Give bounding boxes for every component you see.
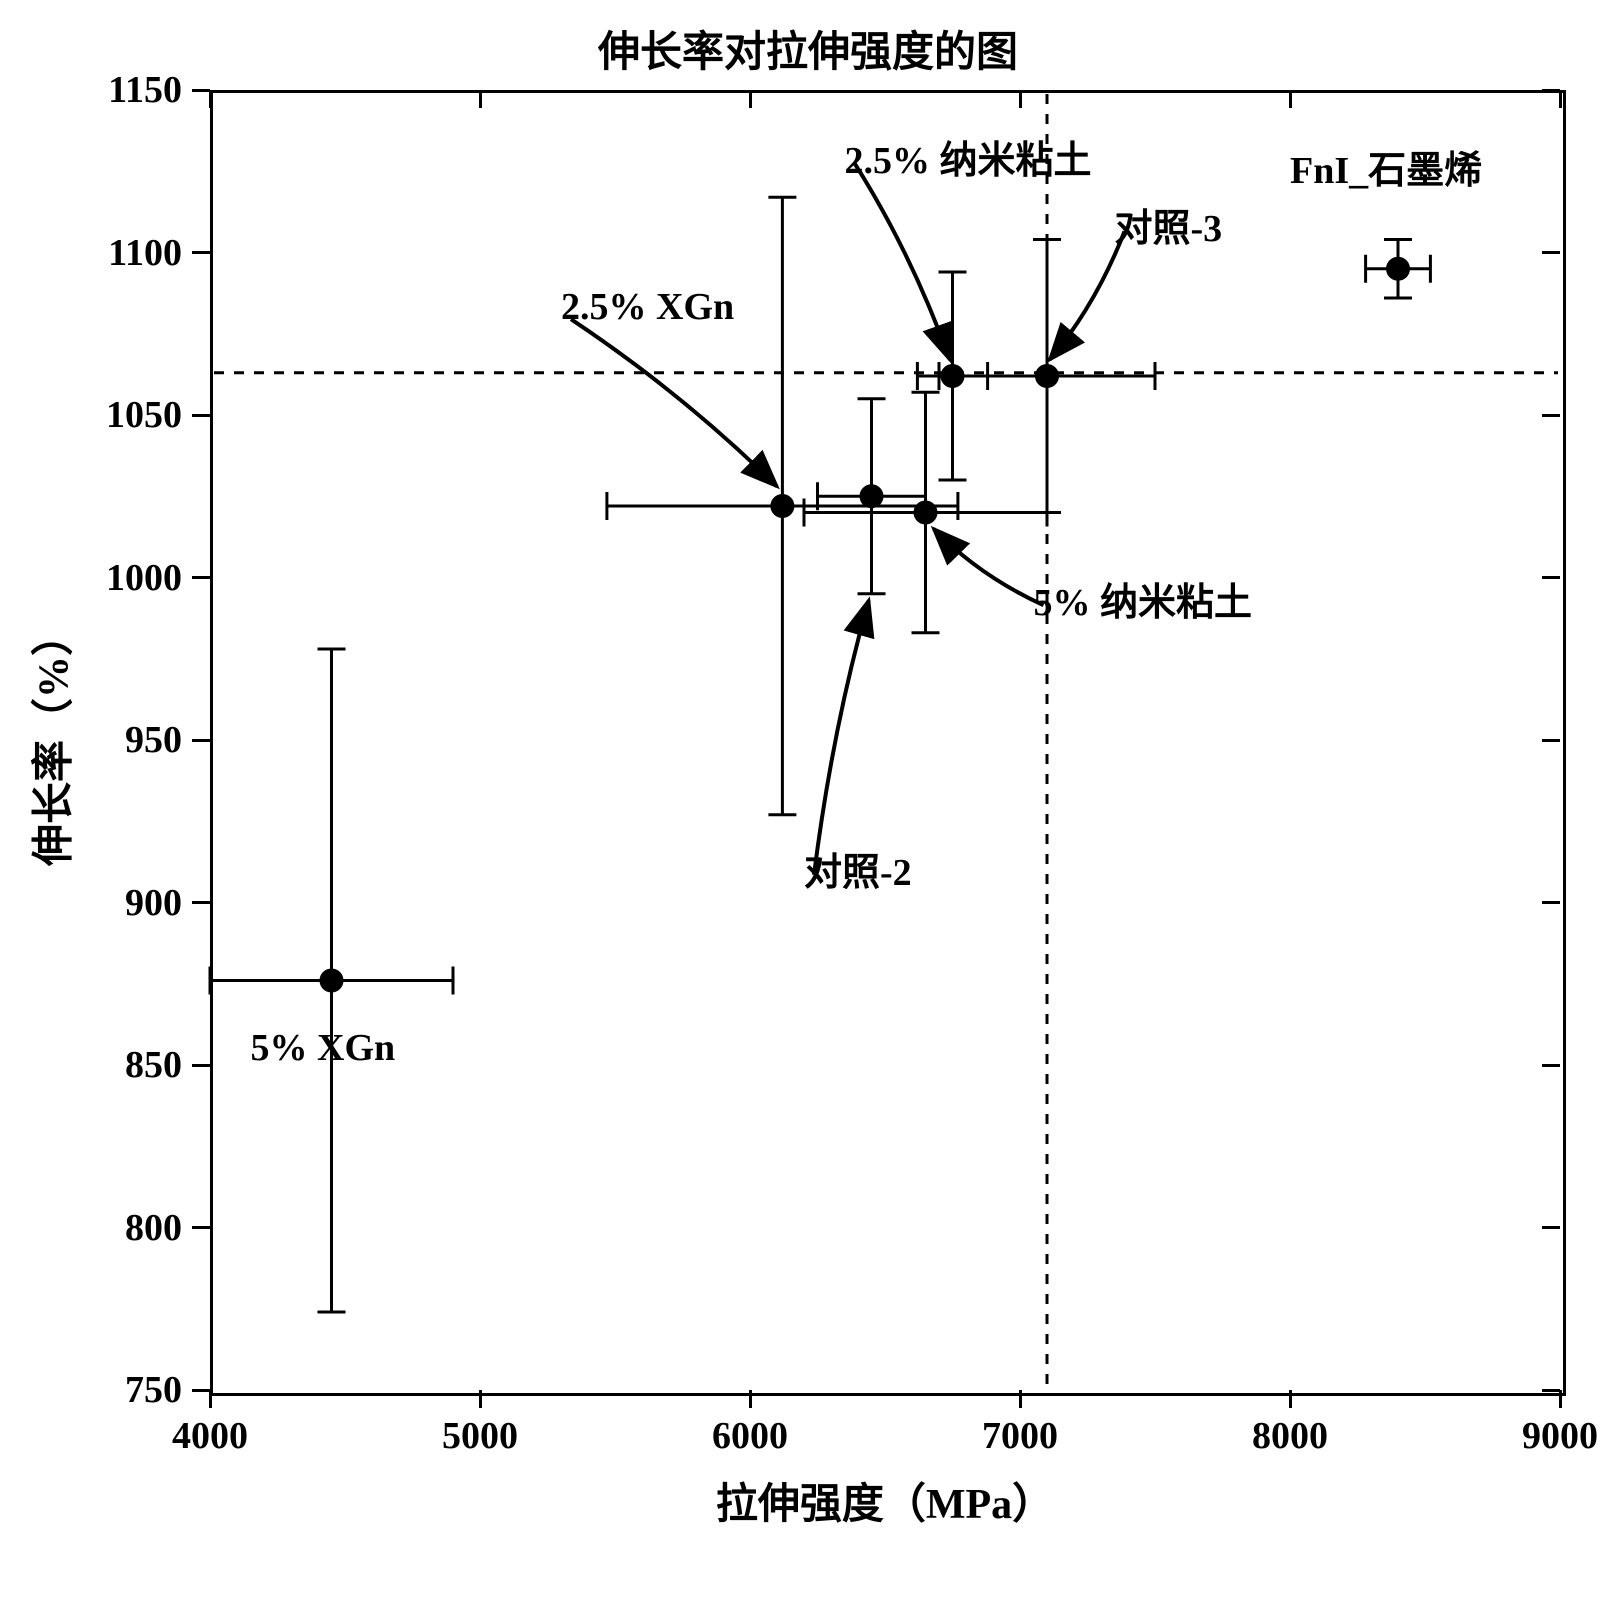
x-tick-label: 6000 xyxy=(712,1414,788,1458)
annotation-label: 对照-2 xyxy=(804,841,912,896)
y-tick-label: 1000 xyxy=(106,556,182,600)
x-axis-label: 拉伸强度（MPa） xyxy=(210,1470,1560,1531)
y-tick xyxy=(1542,1389,1560,1392)
x-tick xyxy=(749,90,752,108)
annotation-label: 2.5% 纳米粘土 xyxy=(845,129,1092,184)
x-tick xyxy=(1289,90,1292,108)
x-tick xyxy=(1559,90,1562,108)
y-tick xyxy=(1542,251,1560,254)
y-tick xyxy=(1542,1064,1560,1067)
y-tick xyxy=(1542,414,1560,417)
x-tick xyxy=(479,90,482,108)
x-tick xyxy=(1559,1390,1562,1408)
y-tick-label: 1100 xyxy=(108,231,182,275)
y-tick xyxy=(192,414,210,417)
x-tick-label: 8000 xyxy=(1252,1414,1328,1458)
x-tick-label: 7000 xyxy=(982,1414,1058,1458)
y-tick xyxy=(192,1064,210,1067)
y-tick-label: 800 xyxy=(125,1206,182,1250)
chart-title: 伸长率对拉伸强度的图 xyxy=(0,18,1616,79)
annotation-label: FnI_石墨烯 xyxy=(1290,139,1482,194)
annotation-label: 2.5% XGn xyxy=(561,285,734,329)
y-tick xyxy=(192,1226,210,1229)
y-axis-label: 伸长率（%） xyxy=(20,614,81,866)
y-tick xyxy=(1542,576,1560,579)
y-tick xyxy=(192,251,210,254)
x-tick xyxy=(209,1390,212,1408)
y-tick-label: 750 xyxy=(125,1368,182,1412)
annotation-label: 5% 纳米粘土 xyxy=(1034,571,1253,626)
x-tick xyxy=(749,1390,752,1408)
y-tick xyxy=(192,1389,210,1392)
annotation-label: 对照-3 xyxy=(1115,197,1223,252)
y-tick xyxy=(192,901,210,904)
y-tick-label: 900 xyxy=(125,881,182,925)
plot-area xyxy=(210,90,1566,1396)
x-tick xyxy=(1019,90,1022,108)
y-tick xyxy=(192,89,210,92)
x-tick xyxy=(1289,1390,1292,1408)
x-tick-label: 4000 xyxy=(172,1414,248,1458)
chart-page: 伸长率对拉伸强度的图 伸长率（%） 拉伸强度（MPa） 4000 5000 6000… xyxy=(0,0,1616,1600)
x-tick-label: 5000 xyxy=(442,1414,518,1458)
y-tick-label: 950 xyxy=(125,718,182,762)
y-tick-label: 1050 xyxy=(106,393,182,437)
x-tick xyxy=(479,1390,482,1408)
x-tick-label: 9000 xyxy=(1522,1414,1598,1458)
x-tick xyxy=(209,90,212,108)
y-tick-label: 850 xyxy=(125,1043,182,1087)
y-tick xyxy=(192,576,210,579)
y-tick xyxy=(1542,901,1560,904)
x-tick xyxy=(1019,1390,1022,1408)
y-tick xyxy=(192,739,210,742)
y-tick xyxy=(1542,1226,1560,1229)
y-tick xyxy=(1542,739,1560,742)
annotation-label: 5% XGn xyxy=(251,1026,396,1070)
y-tick xyxy=(1542,89,1560,92)
y-tick-label: 1150 xyxy=(108,68,182,112)
